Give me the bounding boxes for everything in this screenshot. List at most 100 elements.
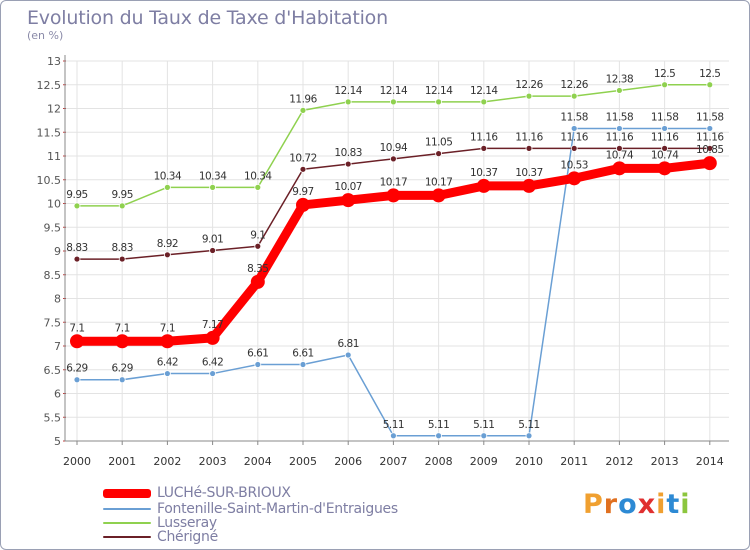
x-tick-label: 2011 — [560, 455, 588, 468]
data-label-fontenille: 5.11 — [473, 419, 494, 431]
y-tick-label: 9 — [54, 245, 61, 258]
x-tick-label: 2006 — [334, 455, 362, 468]
data-point-fontenille — [163, 370, 171, 377]
data-label-fontenille: 11.58 — [606, 111, 634, 123]
data-label-cherigne: 8.92 — [157, 238, 178, 250]
data-label-luche: 10.85 — [696, 144, 724, 156]
data-point-cherigne — [254, 242, 262, 250]
data-label-luche: 10.74 — [651, 149, 679, 161]
data-label-cherigne: 8.83 — [112, 242, 133, 254]
data-point-cherigne — [209, 247, 217, 254]
data-label-fontenille: 6.61 — [292, 348, 313, 360]
logo-letter: o — [618, 489, 638, 520]
y-tick-label: 7.5 — [44, 316, 62, 329]
data-label-cherigne: 11.05 — [425, 137, 453, 149]
data-label-fontenille: 6.42 — [202, 357, 223, 369]
data-point-cherigne — [73, 255, 81, 263]
data-label-lusseray: 11.96 — [289, 93, 317, 105]
data-label-lusseray: 12.26 — [560, 79, 588, 91]
data-point-lusseray — [435, 98, 443, 106]
data-point-lusseray — [73, 202, 81, 210]
legend-swatch-luche — [103, 488, 151, 498]
y-tick-label: 6 — [54, 388, 61, 401]
y-tick-label: 9.5 — [44, 221, 62, 234]
logo-letter: r — [603, 489, 619, 520]
data-point-lusseray — [344, 98, 352, 106]
series-points-layer — [70, 81, 717, 440]
data-point-cherigne — [389, 155, 397, 163]
data-point-fontenille — [73, 376, 81, 384]
proxiti-logo: Proxiti — [583, 489, 691, 520]
x-tick-label: 2013 — [651, 455, 679, 468]
data-label-luche: 10.07 — [334, 181, 362, 193]
data-label-lusseray: 12.26 — [515, 79, 543, 91]
data-point-lusseray — [118, 202, 126, 210]
legend-swatch-fontenille — [103, 508, 151, 510]
data-point-fontenille — [661, 125, 668, 132]
data-point-fontenille — [209, 370, 217, 377]
data-label-lusseray: 10.34 — [199, 170, 227, 182]
x-tick-label: 2010 — [515, 455, 543, 468]
x-tick-label: 2014 — [696, 455, 724, 468]
logo-letter: t — [666, 489, 681, 520]
y-tick-label: 8 — [54, 293, 61, 306]
data-label-fontenille: 6.29 — [112, 363, 133, 375]
data-point-cherigne — [299, 165, 307, 173]
data-point-lusseray — [616, 87, 623, 94]
x-tick-label: 2005 — [289, 455, 317, 468]
data-label-luche: 7.1 — [115, 322, 130, 334]
data-point-cherigne — [344, 160, 352, 168]
data-point-lusseray — [389, 98, 397, 106]
data-point-lusseray — [525, 92, 533, 100]
data-label-lusseray: 10.34 — [244, 170, 272, 182]
y-tick-label: 11 — [47, 150, 61, 163]
legend-swatch-lusseray — [103, 522, 151, 524]
data-point-lusseray — [163, 183, 171, 191]
data-label-lusseray: 12.14 — [334, 85, 362, 97]
data-point-lusseray — [661, 81, 668, 89]
x-tick-label: 2008 — [425, 455, 453, 468]
data-point-lusseray — [209, 183, 217, 191]
data-label-cherigne: 11.16 — [696, 131, 724, 143]
data-point-lusseray — [706, 81, 714, 89]
y-tick-label: 12 — [47, 103, 61, 116]
data-label-lusseray: 12.38 — [606, 73, 634, 85]
data-label-luche: 10.37 — [515, 167, 543, 179]
y-tick-label: 10 — [47, 198, 61, 211]
data-label-cherigne: 9.1 — [250, 229, 265, 241]
data-label-luche: 10.74 — [606, 149, 634, 161]
data-label-luche: 8.35 — [247, 263, 268, 275]
x-tick-label: 2000 — [63, 455, 91, 468]
data-point-luche — [160, 334, 175, 349]
x-tick-label: 2009 — [470, 455, 498, 468]
y-tick-label: 8.5 — [44, 269, 62, 282]
legend-item-luche: LUCHé-SUR-BRIOUX — [103, 485, 291, 501]
data-point-luche — [657, 161, 672, 176]
data-point-fontenille — [344, 351, 352, 359]
data-point-cherigne — [435, 150, 443, 158]
data-label-lusseray: 10.34 — [154, 170, 182, 182]
data-point-fontenille — [570, 125, 578, 132]
data-label-fontenille: 5.11 — [428, 419, 449, 431]
x-tick-label: 2004 — [244, 455, 272, 468]
y-tick-label: 7 — [54, 340, 61, 353]
data-point-lusseray — [480, 98, 488, 106]
data-label-luche: 10.17 — [380, 176, 408, 188]
data-label-fontenille: 6.42 — [157, 357, 178, 369]
data-label-cherigne: 11.16 — [470, 131, 498, 143]
y-tick-label: 11.5 — [37, 126, 62, 139]
data-point-luche — [476, 178, 491, 193]
data-label-fontenille: 6.29 — [66, 363, 87, 375]
data-point-cherigne — [480, 144, 488, 152]
data-label-cherigne: 11.16 — [515, 131, 543, 143]
legend-swatch-cherigne — [103, 536, 151, 538]
y-tick-label: 6.5 — [44, 364, 62, 377]
y-tick-label: 5.5 — [44, 411, 62, 424]
data-point-lusseray — [299, 107, 307, 114]
data-point-cherigne — [616, 144, 623, 152]
data-point-cherigne — [525, 144, 533, 152]
x-tick-label: 2012 — [605, 455, 633, 468]
data-point-fontenille — [480, 432, 488, 440]
legend-item-fontenille: Fontenille-Saint-Martin-d'Entraigues — [103, 501, 398, 517]
